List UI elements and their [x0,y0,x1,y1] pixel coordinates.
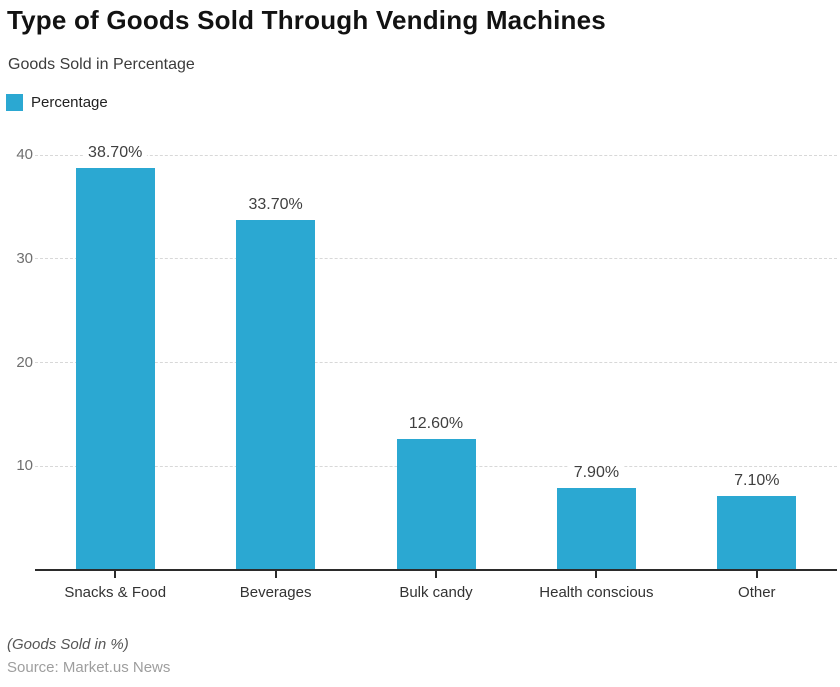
y-axis-tick-label: 40 [16,146,33,163]
chart-title: Type of Goods Sold Through Vending Machi… [7,5,606,35]
y-axis-tick-label: 10 [16,457,33,475]
x-axis-tick [755,571,758,578]
chart-subtitle: Goods Sold in Percentage [8,56,195,73]
category-label: Snacks & Food [64,584,167,601]
bar[interactable] [556,488,636,570]
bar-value-label: 33.70% [243,195,308,215]
gridline [35,258,837,260]
gridline [35,362,837,363]
category-label: Other [738,584,776,601]
gridline [35,154,837,156]
legend-label: Percentage [31,94,108,111]
legend: Percentage [6,94,108,111]
y-axis-tick-label: 20 [16,353,33,371]
x-axis-tick [114,571,117,578]
x-axis-line [35,569,837,571]
category-label: Beverages [239,584,312,601]
chart-footnote: (Goods Sold in %) [7,636,129,653]
bar-value-label: 38.70% [83,143,148,163]
bar-value-label: 7.10% [729,471,785,491]
legend-swatch-icon [6,94,23,111]
category-label: Health conscious [539,584,654,601]
bar-value-label: 12.60% [403,414,469,434]
x-axis-tick [274,571,277,578]
bar[interactable] [75,168,155,570]
bar[interactable] [236,220,316,570]
x-axis-tick [435,571,437,578]
source-credit: Source: Market.us News [7,659,171,676]
x-axis-tick [595,571,598,578]
y-axis-tick-label: 30 [16,249,33,267]
bar[interactable] [717,496,797,570]
bar[interactable] [396,439,476,570]
bar-value-label: 7.90% [568,463,625,483]
category-label: Bulk candy [399,584,473,601]
